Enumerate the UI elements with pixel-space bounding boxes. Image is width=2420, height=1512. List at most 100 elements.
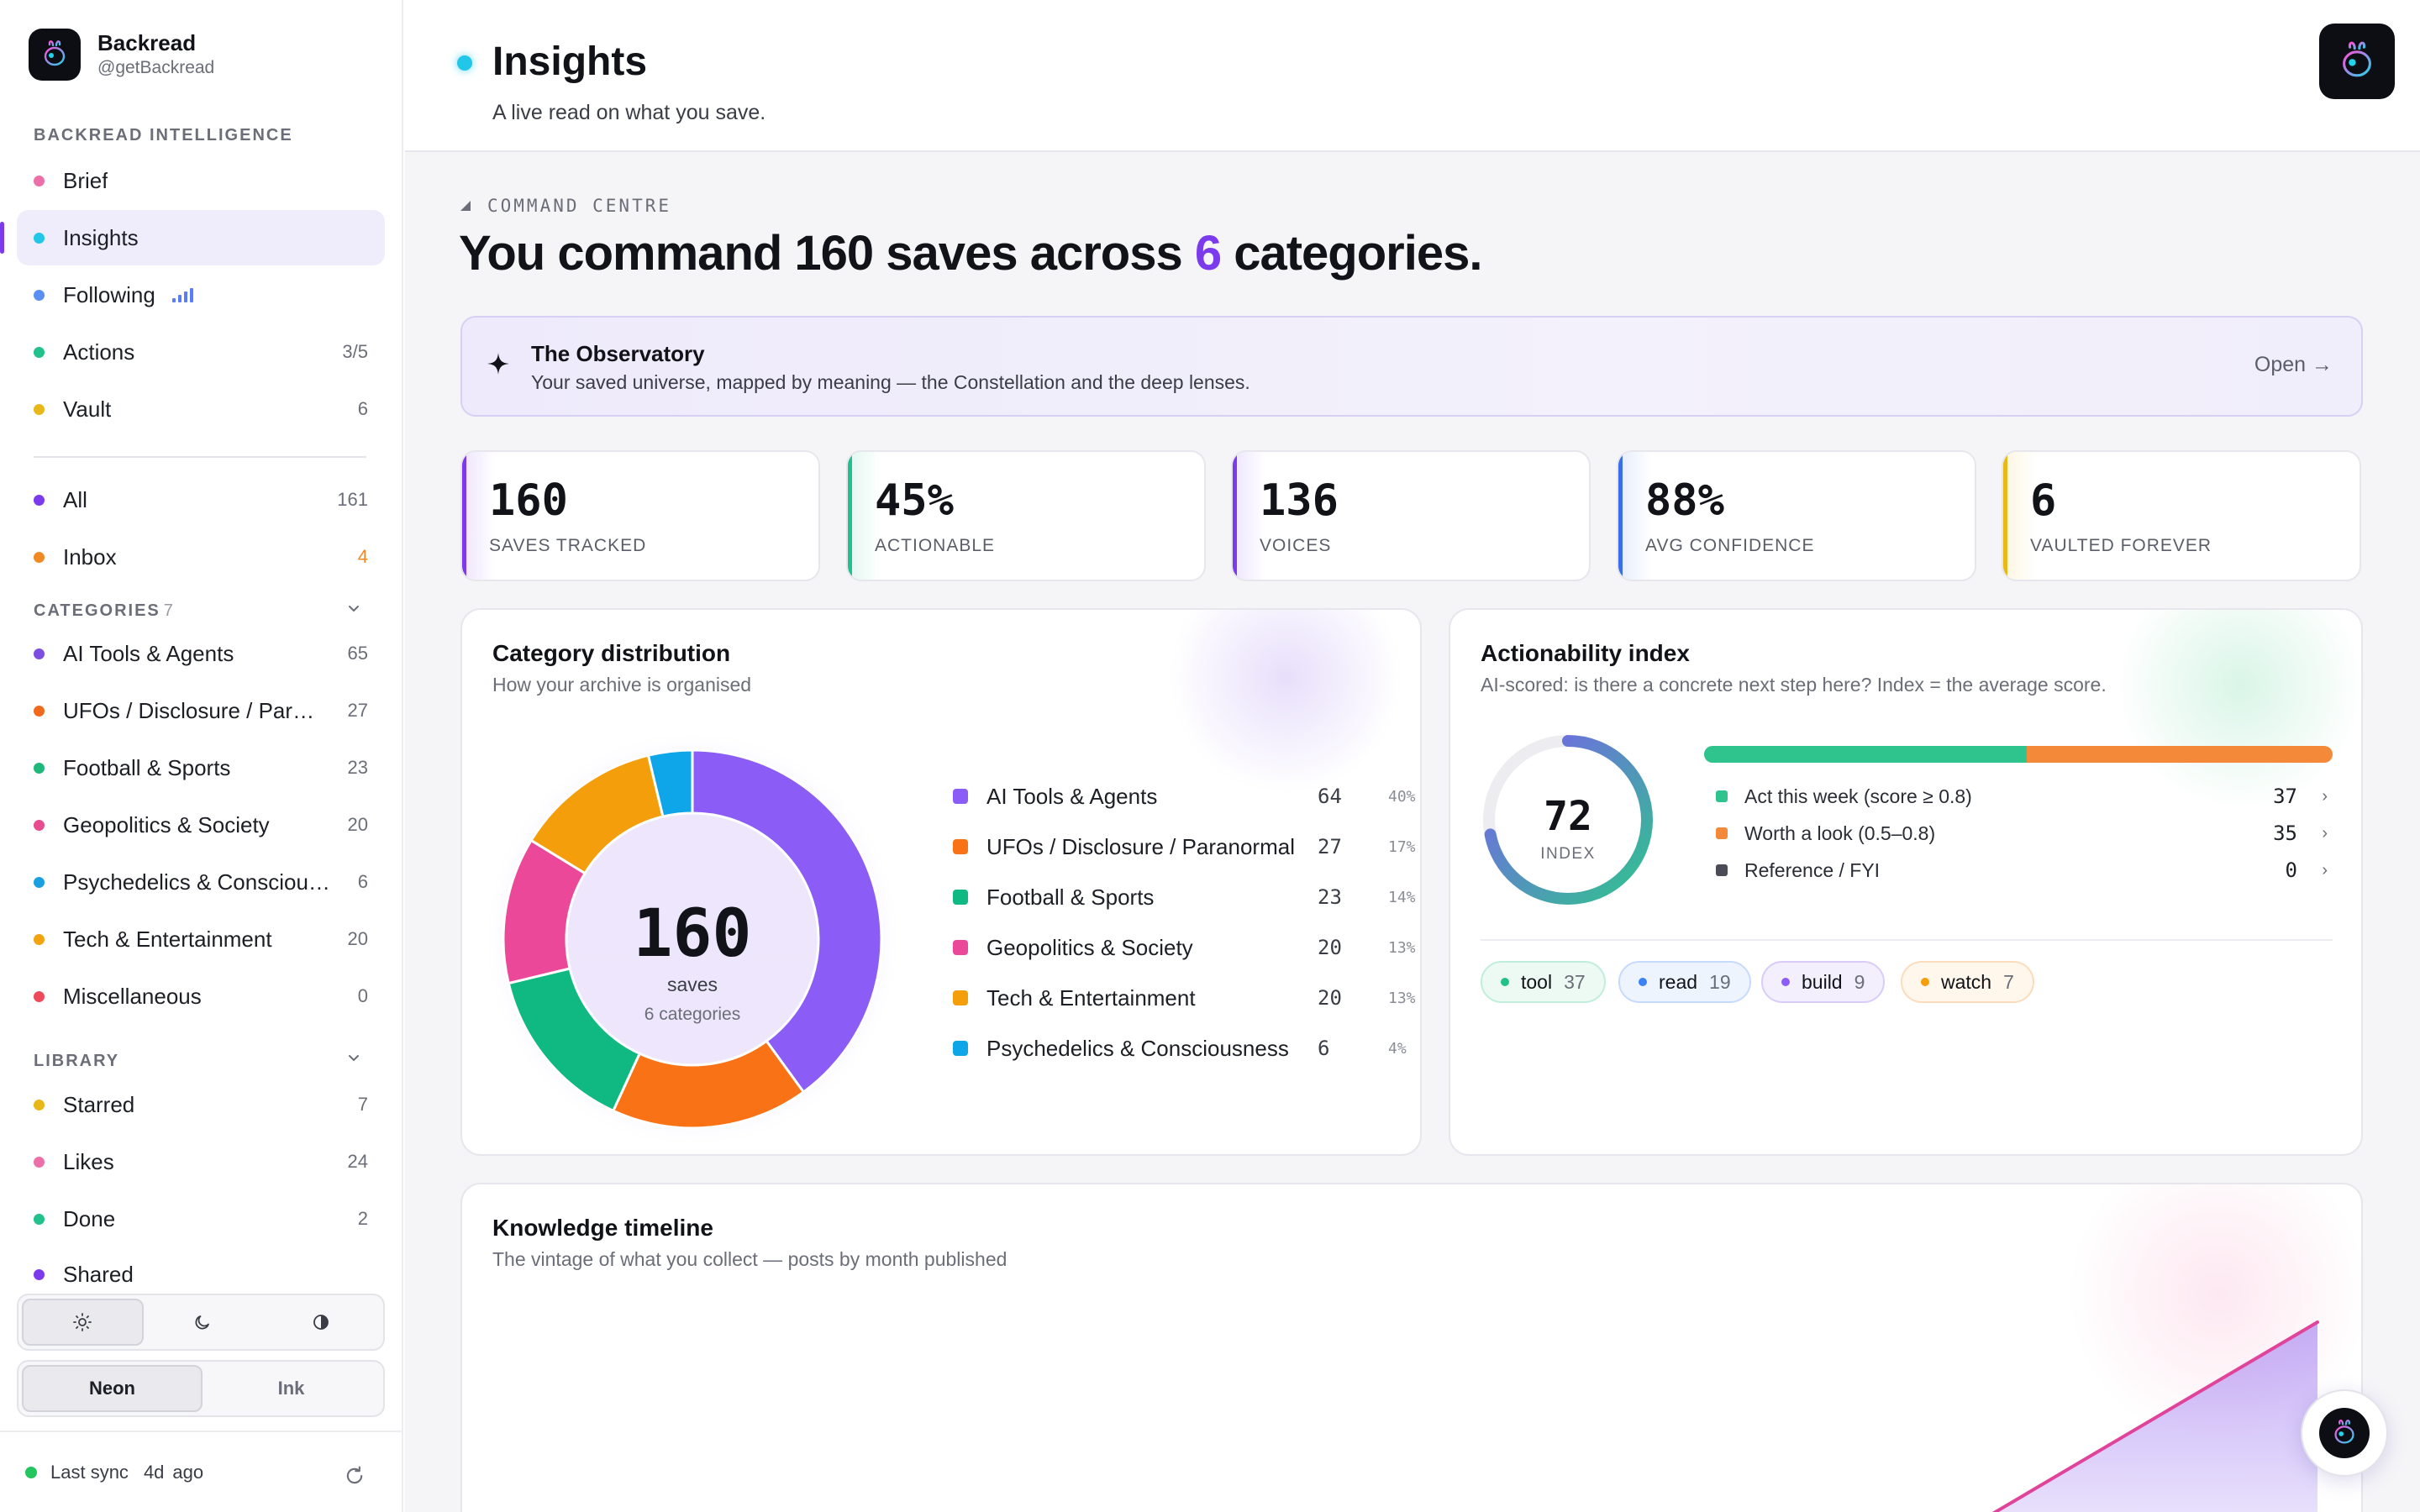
sidebar-item-category[interactable]: Miscellaneous 0 bbox=[17, 969, 385, 1024]
legend-item[interactable]: Geopolitics & Society 20 13% bbox=[953, 931, 1420, 964]
row-value: 0 bbox=[2285, 858, 2297, 882]
legend-item[interactable]: Psychedelics & Consciousness 6 4% bbox=[953, 1032, 1420, 1065]
legend-item[interactable]: UFOs / Disclosure / Paranormal 27 17% bbox=[953, 830, 1420, 864]
theme-toggle bbox=[17, 1294, 385, 1351]
sidebar-item-inbox[interactable]: Inbox 4 bbox=[17, 529, 385, 585]
vault-dot bbox=[34, 403, 45, 415]
sidebar-item-category[interactable]: Geopolitics & Society 20 bbox=[17, 797, 385, 853]
sidebar-item-category[interactable]: Football & Sports 23 bbox=[17, 740, 385, 795]
section-label-library[interactable]: LIBRARY bbox=[34, 1052, 120, 1070]
sidebar-item-count: 3/5 bbox=[342, 341, 368, 362]
sidebar-item-count: 65 bbox=[347, 643, 368, 664]
following-dot bbox=[34, 289, 45, 301]
sidebar-item-category[interactable]: AI Tools & Agents 65 bbox=[17, 626, 385, 681]
sidebar-item-vault[interactable]: Vault 6 bbox=[17, 381, 385, 437]
actionability-row-reference[interactable]: Reference / FYI 0 › bbox=[1716, 853, 2334, 887]
panel-title: Actionability index bbox=[1481, 640, 1690, 666]
sidebar-item-done[interactable]: Done 2 bbox=[17, 1191, 385, 1247]
sidebar-divider bbox=[34, 456, 366, 458]
legend-label: Football & Sports bbox=[986, 884, 1155, 910]
sidebar-item-label: AI Tools & Agents bbox=[63, 640, 234, 666]
legend-label: Geopolitics & Society bbox=[986, 934, 1193, 960]
chevron-down-icon[interactable] bbox=[345, 1049, 363, 1068]
stat-card-vaulted: 6 VAULTED FOREVER bbox=[2002, 450, 2361, 581]
legend-item[interactable]: Football & Sports 23 14% bbox=[953, 880, 1420, 914]
legend-item[interactable]: AI Tools & Agents 64 40% bbox=[953, 780, 1420, 813]
tag-dot bbox=[1501, 978, 1509, 986]
section-label-categories[interactable]: CATEGORIES 7 bbox=[34, 601, 173, 621]
insights-dot bbox=[34, 232, 45, 244]
headline-prefix: You command 160 saves across bbox=[459, 226, 1195, 281]
ink-skin-button[interactable]: Ink bbox=[277, 1378, 305, 1399]
legend-percent: 40% bbox=[1388, 787, 1416, 806]
dark-mode-button[interactable] bbox=[144, 1299, 262, 1346]
tag-label: read bbox=[1659, 970, 1698, 993]
stat-card-voices: 136 VOICES bbox=[1231, 450, 1591, 581]
sidebar-item-following[interactable]: Following bbox=[17, 267, 385, 323]
stat-accent-glow bbox=[1618, 452, 1652, 580]
triangle-icon bbox=[460, 201, 471, 211]
sidebar-item-insights[interactable]: Insights bbox=[0, 210, 385, 265]
tag-count: 7 bbox=[2003, 970, 2014, 993]
sidebar-item-category[interactable]: Tech & Entertainment 20 bbox=[17, 911, 385, 967]
stat-value: 88% bbox=[1645, 475, 1724, 526]
stat-label: VAULTED FOREVER bbox=[2030, 536, 2212, 555]
sidebar-item-brief[interactable]: Brief bbox=[17, 153, 385, 208]
system-mode-button[interactable] bbox=[261, 1299, 380, 1346]
refresh-icon[interactable] bbox=[343, 1464, 366, 1488]
light-mode-button[interactable] bbox=[22, 1299, 144, 1346]
sidebar-item-likes[interactable]: Likes 24 bbox=[17, 1134, 385, 1189]
category-dot bbox=[34, 705, 45, 717]
headline-category-count: 6 bbox=[1194, 226, 1222, 281]
sidebar-item-label: Football & Sports bbox=[63, 754, 231, 780]
tag-watch[interactable]: watch 7 bbox=[1901, 961, 2034, 1003]
sync-label: Last sync bbox=[50, 1461, 129, 1483]
knowledge-timeline-panel: Knowledge timeline The vintage of what y… bbox=[460, 1183, 2363, 1512]
section-label-intelligence: BACKREAD INTELLIGENCE bbox=[34, 126, 293, 144]
legend-value: 64 bbox=[1318, 785, 1342, 808]
act-bar-segment bbox=[1704, 746, 2028, 763]
sidebar-item-count: 2 bbox=[357, 1208, 368, 1229]
sidebar-item-shared[interactable]: Shared bbox=[17, 1248, 385, 1300]
tag-count: 19 bbox=[1709, 970, 1731, 993]
page-indicator-dot bbox=[457, 55, 472, 71]
sidebar-item-all[interactable]: All 161 bbox=[17, 472, 385, 528]
chevron-down-icon[interactable] bbox=[345, 600, 363, 618]
tag-read[interactable]: read 19 bbox=[1618, 961, 1751, 1003]
observatory-open-link[interactable]: Open → bbox=[2254, 353, 2333, 376]
shared-dot bbox=[34, 1268, 45, 1280]
main-content: Insights A live read on what you save. C… bbox=[405, 0, 2420, 1512]
stat-card-confidence: 88% AVG CONFIDENCE bbox=[1617, 450, 1976, 581]
legend-value: 6 bbox=[1318, 1037, 1330, 1060]
backread-logo-icon bbox=[2343, 41, 2371, 77]
observatory-banner[interactable]: The Observatory Your saved universe, map… bbox=[460, 316, 2363, 417]
tag-build[interactable]: build 9 bbox=[1761, 961, 1886, 1003]
sidebar-item-category[interactable]: Psychedelics & Consciousness 6 bbox=[17, 854, 385, 910]
stat-label: SAVES TRACKED bbox=[489, 536, 647, 555]
stat-value: 136 bbox=[1260, 475, 1339, 526]
stat-label: AVG CONFIDENCE bbox=[1645, 536, 1815, 555]
sidebar-item-actions[interactable]: Actions 3/5 bbox=[17, 324, 385, 380]
actionability-row-act[interactable]: Act this week (score ≥ 0.8) 37 › bbox=[1716, 780, 2334, 813]
app-logo-button[interactable] bbox=[2319, 24, 2395, 99]
legend-item[interactable]: Tech & Entertainment 20 13% bbox=[953, 981, 1420, 1015]
sidebar-item-starred[interactable]: Starred 7 bbox=[17, 1077, 385, 1132]
tag-dot bbox=[1921, 978, 1929, 986]
sidebar-item-count: 6 bbox=[357, 398, 368, 419]
assistant-fab-button[interactable] bbox=[2301, 1389, 2388, 1477]
panel-divider bbox=[1481, 939, 2333, 941]
tag-label: watch bbox=[1941, 970, 1992, 993]
observatory-title: The Observatory bbox=[531, 341, 705, 366]
brand[interactable]: Backread @getBackread bbox=[29, 29, 214, 81]
donut-slice[interactable] bbox=[691, 748, 883, 1095]
signal-bars-icon bbox=[171, 287, 193, 302]
sidebar-item-label: Brief bbox=[63, 167, 108, 193]
donut-slice[interactable] bbox=[646, 748, 694, 818]
panel-subtitle: The vintage of what you collect — posts … bbox=[492, 1248, 1007, 1270]
tag-tool[interactable]: tool 37 bbox=[1481, 961, 1606, 1003]
actionability-row-worth[interactable]: Worth a look (0.5–0.8) 35 › bbox=[1716, 816, 2334, 850]
sidebar-item-category[interactable]: UFOs / Disclosure / Paranormal 27 bbox=[17, 683, 385, 738]
sync-suffix: ago bbox=[172, 1461, 204, 1483]
neon-skin-button[interactable]: Neon bbox=[22, 1365, 203, 1412]
assistant-logo bbox=[2319, 1408, 2370, 1458]
